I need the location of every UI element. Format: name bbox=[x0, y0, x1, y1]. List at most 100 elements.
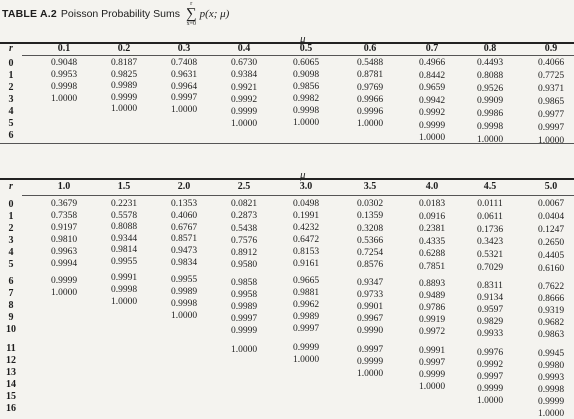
probability-cell: 0.9344 bbox=[110, 233, 138, 244]
probability-cell: 1.0000 bbox=[230, 344, 258, 355]
row-label-r: 3 bbox=[8, 235, 14, 246]
probability-cell: 0.9999 bbox=[292, 343, 320, 353]
probability-cell: 1.0000 bbox=[418, 133, 446, 143]
row-label-r: 4 bbox=[8, 106, 14, 117]
probability-cell: 0.9998 bbox=[170, 298, 198, 309]
mu-column-header: 3.0 bbox=[299, 181, 313, 192]
probability-cell: 0.9825 bbox=[110, 69, 138, 80]
probability-cell: 0.8576 bbox=[356, 260, 384, 271]
probability-cell: 0.9993 bbox=[537, 373, 565, 383]
probability-cell: 0.9989 bbox=[170, 286, 198, 297]
probability-cell: 0.7851 bbox=[418, 261, 446, 272]
probability-cell: 0.9161 bbox=[292, 259, 320, 269]
header-rule bbox=[22, 55, 574, 56]
probability-cell: 0.0111 bbox=[477, 199, 503, 209]
probability-cell: 0.9909 bbox=[476, 96, 504, 107]
probability-cell: 0.7725 bbox=[537, 71, 565, 81]
probability-cell: 0.9976 bbox=[476, 347, 504, 358]
probability-cell: 0.9977 bbox=[537, 110, 565, 120]
probability-cell: 0.8088 bbox=[476, 70, 504, 81]
r-column-header: r bbox=[9, 181, 13, 192]
probability-cell: 0.6065 bbox=[292, 58, 320, 68]
probability-cell: 0.9526 bbox=[476, 83, 504, 94]
mu-column-header: 1.5 bbox=[117, 181, 131, 192]
probability-cell: 0.9659 bbox=[418, 83, 446, 93]
probability-cell: 0.9967 bbox=[356, 313, 384, 324]
probability-cell: 0.0821 bbox=[230, 199, 258, 209]
probability-cell: 0.5366 bbox=[356, 235, 384, 246]
row-label-r: 6 bbox=[8, 130, 14, 141]
probability-cell: 0.9863 bbox=[537, 330, 565, 340]
mu-column-header: 3.5 bbox=[363, 181, 377, 192]
row-label-r: 5 bbox=[8, 259, 14, 270]
table-top-rule bbox=[0, 42, 574, 44]
table-top-rule bbox=[0, 178, 574, 180]
mu-column-header: 4.0 bbox=[425, 181, 439, 192]
probability-cell: 0.3423 bbox=[476, 237, 504, 248]
table-bottom-rule bbox=[0, 143, 574, 144]
probability-cell: 0.2231 bbox=[110, 199, 138, 209]
probability-cell: 0.6472 bbox=[292, 235, 320, 245]
probability-cell: 0.9972 bbox=[418, 327, 446, 337]
mu-column-header: 0.3 bbox=[177, 43, 191, 54]
probability-cell: 1.0000 bbox=[170, 105, 198, 115]
probability-cell: 0.9919 bbox=[418, 315, 446, 325]
probability-cell: 0.9999 bbox=[476, 383, 504, 394]
probability-cell: 0.4060 bbox=[170, 210, 198, 221]
probability-cell: 0.9834 bbox=[170, 257, 198, 268]
row-label-r: 8 bbox=[8, 300, 14, 311]
probability-cell: 0.9048 bbox=[50, 58, 78, 68]
probability-cell: 1.0000 bbox=[537, 136, 565, 146]
probability-cell: 0.7576 bbox=[230, 235, 258, 246]
probability-cell: 0.5438 bbox=[230, 223, 258, 234]
probability-cell: 0.9921 bbox=[230, 82, 258, 93]
probability-cell: 0.7254 bbox=[356, 248, 384, 258]
probability-cell: 0.0404 bbox=[537, 212, 565, 222]
probability-cell: 0.4405 bbox=[537, 251, 565, 261]
probability-cell: 0.9814 bbox=[110, 245, 138, 255]
probability-cell: 1.0000 bbox=[110, 297, 138, 307]
probability-cell: 0.9347 bbox=[356, 277, 384, 288]
probability-cell: 0.9999 bbox=[356, 356, 384, 367]
probability-cell: 0.9865 bbox=[537, 97, 565, 107]
table-name: Poisson Probability Sums bbox=[60, 8, 180, 20]
probability-cell: 0.9999 bbox=[537, 397, 565, 407]
summation-lower-limit: x=0 bbox=[186, 21, 196, 27]
probability-cell: 1.0000 bbox=[50, 94, 78, 104]
probability-cell: 0.9999 bbox=[110, 92, 138, 103]
probability-cell: 0.6730 bbox=[230, 58, 258, 68]
probability-cell: 1.0000 bbox=[476, 395, 504, 406]
probability-cell: 0.9829 bbox=[476, 316, 504, 327]
table-number: TABLE A.2 bbox=[2, 8, 57, 20]
probability-cell: 0.8088 bbox=[110, 222, 138, 232]
probability-cell: 0.9197 bbox=[50, 223, 78, 233]
row-label-r: 15 bbox=[6, 391, 16, 402]
mu-column-header: 0.7 bbox=[425, 43, 439, 54]
mu-label: μ bbox=[300, 33, 306, 45]
probability-cell: 0.9098 bbox=[292, 70, 320, 80]
probability-cell: 0.5321 bbox=[476, 250, 504, 260]
probability-cell: 0.9942 bbox=[418, 95, 446, 106]
probability-cell: 0.9953 bbox=[50, 70, 78, 80]
probability-cell: 1.0000 bbox=[110, 104, 138, 114]
summation-symbol: r ∑ x=0 bbox=[186, 1, 197, 27]
probability-cell: 0.9881 bbox=[292, 288, 320, 298]
probability-cell: 0.9980 bbox=[537, 361, 565, 371]
probability-cell: 0.9989 bbox=[292, 312, 320, 322]
probability-cell: 0.1359 bbox=[356, 211, 384, 222]
probability-cell: 0.9991 bbox=[110, 273, 138, 283]
row-label-r: 7 bbox=[8, 288, 14, 299]
probability-cell: 0.4232 bbox=[292, 223, 320, 233]
probability-cell: 0.9945 bbox=[537, 349, 565, 359]
probability-cell: 0.7029 bbox=[476, 262, 504, 273]
probability-cell: 0.9997 bbox=[170, 93, 198, 104]
probability-cell: 0.2873 bbox=[230, 211, 258, 222]
probability-cell: 0.4966 bbox=[418, 58, 446, 68]
probability-cell: 0.0498 bbox=[292, 199, 320, 209]
probability-cell: 0.9999 bbox=[418, 120, 446, 131]
probability-cell: 0.9989 bbox=[110, 81, 138, 91]
probability-cell: 1.0000 bbox=[292, 355, 320, 365]
header-rule bbox=[22, 195, 574, 196]
mu-column-header: 1.0 bbox=[57, 181, 71, 192]
row-label-r: 1 bbox=[8, 70, 14, 81]
